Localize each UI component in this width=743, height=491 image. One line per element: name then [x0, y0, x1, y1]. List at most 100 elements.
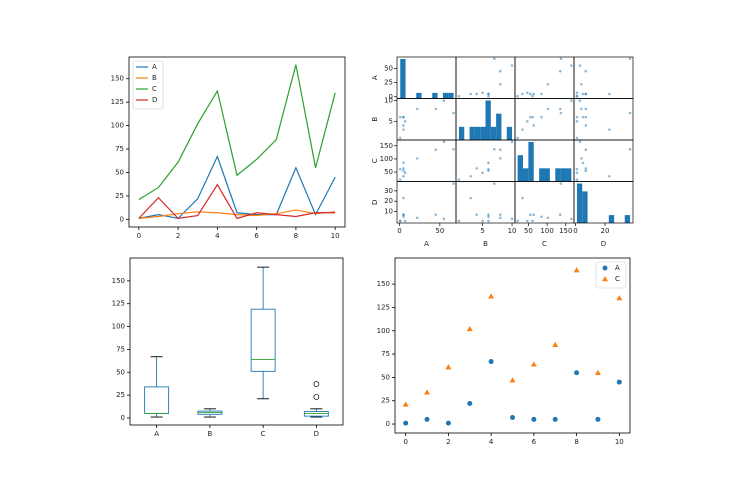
scatter-point: [532, 213, 535, 216]
y-tick-label: 0: [120, 215, 124, 223]
axes-frame: [394, 257, 631, 434]
cell-frame: [455, 139, 516, 182]
line-series: [138, 154, 336, 220]
line-series: [138, 183, 336, 220]
scatter-point: [469, 92, 473, 96]
legend-label: D: [152, 96, 157, 104]
scatter-point: [584, 92, 588, 96]
scatter-point: [488, 359, 494, 365]
scatter-point: [546, 82, 550, 86]
scatter-point: [558, 69, 562, 73]
x-tick-label: C: [261, 430, 266, 438]
scatter-point: [424, 389, 431, 395]
histogram-bar: [544, 168, 550, 182]
histogram-bar: [555, 168, 561, 182]
scatter-point: [510, 64, 514, 67]
scatter-point: [498, 157, 502, 160]
cell-frame: [396, 181, 457, 224]
scatter-point: [402, 115, 405, 119]
scatter-point: [602, 276, 608, 282]
scatter-point: [402, 169, 405, 173]
scatter-point: [578, 99, 582, 102]
x-tick-label: 50: [435, 227, 444, 235]
scatter-point: [581, 115, 585, 119]
cell-frame: [573, 139, 634, 182]
y-tick-label: 150: [112, 277, 125, 285]
scatter-point: [402, 161, 405, 165]
x-tick-label: 150: [559, 227, 572, 235]
scatter-point: [498, 148, 502, 152]
y-tick-label: 150: [377, 280, 390, 288]
scatter-point: [488, 293, 495, 299]
cell-frame: [573, 181, 634, 224]
y-tick-label: 0: [121, 414, 125, 422]
histogram-bar: [608, 215, 615, 223]
scatter-point: [575, 120, 579, 123]
x-tick-label: 8: [574, 438, 578, 446]
outlier: [313, 394, 320, 400]
histogram-bar: [442, 92, 449, 99]
y-tick-label: 50: [115, 168, 124, 176]
scatter-point: [580, 107, 583, 111]
scatter-point: [498, 213, 502, 216]
x-tick-label: 8: [294, 232, 298, 240]
scatter-point: [570, 217, 573, 221]
y-tick-label: 30: [384, 187, 393, 195]
scatter-point: [403, 219, 407, 223]
y-tick-label: 50: [384, 64, 393, 72]
y-tick-label: 75: [115, 145, 124, 153]
histogram-bar: [496, 113, 502, 140]
x-tick-label: A: [154, 430, 159, 438]
scatter-point: [526, 120, 529, 123]
scatter-point: [398, 136, 402, 140]
scatter-point: [540, 92, 543, 96]
scatter-point: [575, 91, 579, 95]
scatter-point: [552, 341, 559, 347]
x-axis-label: C: [542, 240, 547, 248]
cell-frame: [396, 139, 457, 182]
scatter-point: [546, 216, 550, 220]
y-tick-label: 100: [112, 323, 125, 331]
histogram-bar: [458, 126, 465, 140]
cell-frame: [573, 56, 634, 99]
scatter-point: [628, 111, 632, 115]
scatter-point: [584, 69, 588, 73]
scatter-point: [469, 196, 473, 200]
scatter-point: [628, 57, 632, 61]
scatter-point: [509, 377, 516, 383]
legend-box: [595, 261, 627, 289]
y-tick-label: 50: [116, 368, 125, 376]
scatter-point: [467, 401, 473, 407]
histogram-bar: [582, 191, 588, 223]
scatter-point: [434, 213, 438, 216]
scatter-point: [575, 171, 579, 175]
histogram-bar: [576, 183, 583, 223]
scatter-point: [558, 213, 562, 216]
y-tick-label: 150: [111, 75, 124, 83]
x-tick-label: 2: [176, 232, 180, 240]
scatter-point: [575, 167, 579, 171]
scatter-point: [521, 92, 524, 96]
x-tick-label: 20: [601, 227, 610, 235]
scatter-point: [594, 369, 601, 375]
x-tick-label: B: [207, 430, 212, 438]
scatter-point: [445, 364, 452, 370]
scatter-point: [529, 115, 532, 119]
scatter-point: [493, 182, 496, 185]
scatter-point: [398, 178, 402, 181]
scatter-point: [575, 178, 579, 181]
scatter-point: [521, 128, 524, 131]
legend-label: C: [152, 85, 157, 93]
scatter-point: [452, 147, 455, 151]
y-axis-label: C: [371, 158, 379, 163]
histogram-bar: [485, 100, 491, 140]
cell-frame: [573, 98, 634, 141]
scatter-point: [452, 111, 455, 115]
scatter-point: [498, 82, 502, 86]
scatter-point: [581, 92, 585, 96]
x-tick-label: 10: [331, 232, 340, 240]
scatter-point: [616, 379, 622, 385]
x-tick-label: 4: [489, 438, 494, 446]
scatter-point: [531, 94, 534, 98]
scatter-point: [415, 107, 419, 111]
